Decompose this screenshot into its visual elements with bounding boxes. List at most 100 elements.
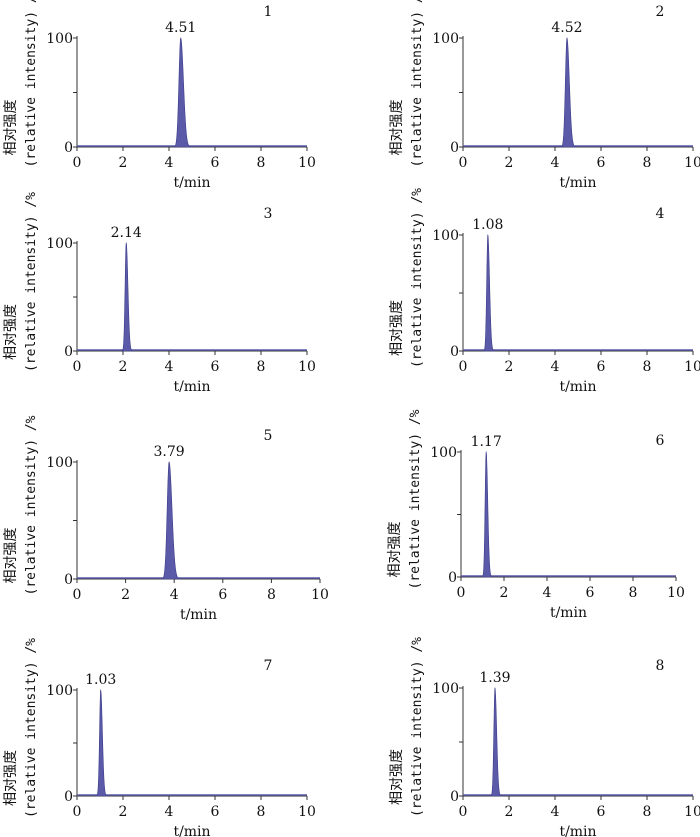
chromatogram-peak	[482, 233, 496, 352]
y-axis-label-en: (relative intensity) /%	[24, 415, 39, 595]
y-axis-label-cn: 相对强度	[3, 528, 19, 584]
y-tick-label: 100	[432, 228, 459, 244]
peak-retention-label: 1.39	[479, 670, 510, 686]
x-tick-label: 2	[119, 155, 128, 171]
x-tick-label: 0	[459, 359, 468, 375]
y-tick-label: 0	[64, 572, 73, 588]
x-axis-label: t/min	[173, 175, 210, 191]
x-axis-label: t/min	[550, 605, 587, 621]
x-tick-label: 0	[73, 587, 82, 603]
x-tick-label: 4	[551, 155, 560, 171]
x-tick-label: 8	[257, 359, 266, 375]
x-tick-label: 6	[211, 155, 220, 171]
x-tick-label: 4	[165, 155, 174, 171]
y-tick-label: 0	[64, 344, 73, 360]
x-tick-label: 0	[459, 155, 468, 171]
peak-retention-label: 3.79	[154, 444, 185, 460]
x-tick-label: 10	[684, 804, 700, 820]
x-tick-label: 4	[543, 585, 552, 601]
x-tick-label: 10	[298, 155, 316, 171]
panel-number: 2	[656, 4, 665, 20]
y-tick-label: 0	[450, 344, 459, 360]
y-axis-label-cn: 相对强度	[389, 749, 405, 805]
y-tick-label: 100	[430, 445, 457, 461]
chromatogram-peak	[161, 461, 181, 580]
y-axis-label-en: (relative intensity) /%	[24, 638, 39, 818]
chromatogram-peak	[173, 37, 193, 148]
x-tick-label: 6	[211, 359, 220, 375]
x-tick-label: 8	[267, 587, 276, 603]
y-tick-label: 0	[450, 789, 459, 805]
y-axis-label-cn: 相对强度	[389, 300, 405, 356]
x-axis-label: t/min	[173, 824, 210, 837]
x-tick-label: 4	[165, 359, 174, 375]
chromatogram-peak	[121, 242, 134, 352]
x-tick-label: 10	[667, 585, 685, 601]
x-tick-label: 8	[643, 804, 652, 820]
y-tick-label: 100	[46, 236, 73, 252]
x-tick-label: 6	[597, 155, 606, 171]
x-tick-label: 4	[551, 804, 560, 820]
peak-retention-label: 4.51	[165, 20, 196, 36]
x-tick-label: 8	[629, 585, 638, 601]
x-tick-label: 2	[500, 585, 509, 601]
x-tick-label: 2	[119, 804, 128, 820]
x-tick-label: 10	[311, 587, 329, 603]
y-tick-label: 100	[46, 683, 73, 699]
y-axis-label-en: (relative intensity) /%	[410, 188, 425, 368]
panel-number: 5	[264, 428, 273, 444]
x-axis-label: t/min	[180, 607, 217, 623]
panel-number: 6	[656, 433, 665, 449]
chromatogram-peak	[490, 687, 503, 797]
x-tick-label: 10	[684, 359, 700, 375]
y-tick-label: 100	[432, 31, 459, 47]
chromatogram-peak	[95, 689, 108, 797]
x-axis-label: t/min	[173, 379, 210, 395]
x-tick-label: 10	[298, 359, 316, 375]
x-tick-label: 0	[73, 359, 82, 375]
y-tick-label: 0	[450, 140, 459, 156]
x-tick-label: 6	[597, 359, 606, 375]
y-tick-label: 100	[432, 681, 459, 697]
y-axis-label-cn: 相对强度	[3, 100, 19, 156]
y-axis-label-en: (relative intensity) /%	[408, 409, 423, 589]
peak-retention-label: 2.14	[111, 225, 142, 241]
peak-retention-label: 1.17	[471, 434, 502, 450]
x-tick-label: 6	[586, 585, 595, 601]
panel-number: 3	[264, 206, 273, 222]
x-tick-label: 2	[505, 804, 514, 820]
y-axis-label-cn: 相对强度	[387, 522, 403, 578]
peak-retention-label: 1.03	[85, 672, 116, 688]
x-tick-label: 6	[211, 804, 220, 820]
x-axis-label: t/min	[559, 379, 596, 395]
x-tick-label: 0	[459, 804, 468, 820]
x-tick-label: 6	[597, 804, 606, 820]
x-tick-label: 10	[684, 155, 700, 171]
x-tick-label: 2	[119, 359, 128, 375]
x-tick-label: 6	[218, 587, 227, 603]
y-axis-label-en: (relative intensity) /%	[24, 192, 39, 372]
y-axis-label-en: (relative intensity) /%	[410, 0, 425, 168]
panel-number: 7	[264, 658, 273, 674]
x-tick-label: 8	[643, 359, 652, 375]
panel-number: 1	[264, 4, 273, 20]
x-tick-label: 10	[298, 804, 316, 820]
x-tick-label: 2	[505, 155, 514, 171]
y-tick-label: 100	[46, 31, 73, 47]
y-tick-label: 100	[46, 455, 73, 471]
x-tick-label: 8	[643, 155, 652, 171]
y-axis-label-cn: 相对强度	[3, 750, 19, 806]
y-tick-label: 0	[64, 789, 73, 805]
chromatogram-peak	[481, 450, 493, 578]
x-tick-label: 2	[505, 359, 514, 375]
y-axis-label-cn: 相对强度	[3, 304, 19, 360]
x-tick-label: 4	[170, 587, 179, 603]
y-axis-label-en: (relative intensity) /%	[410, 637, 425, 817]
panel-number: 8	[656, 658, 665, 674]
panel-number: 4	[656, 206, 665, 222]
x-tick-label: 0	[457, 585, 466, 601]
x-axis-label: t/min	[559, 175, 596, 191]
peak-retention-label: 1.08	[472, 217, 503, 233]
